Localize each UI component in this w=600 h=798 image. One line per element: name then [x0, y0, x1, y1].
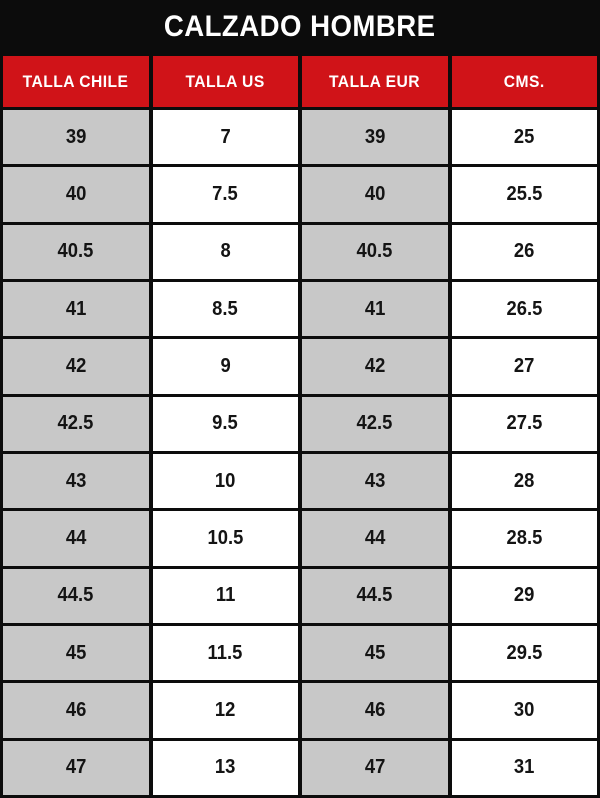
table-cell: 46 — [302, 683, 448, 738]
table-cell: 26 — [451, 224, 597, 279]
table-cell: 43 — [302, 453, 448, 509]
table-cell: 28.5 — [451, 511, 597, 566]
table-cell: 43 — [3, 453, 149, 509]
table-cell: 30 — [451, 683, 597, 738]
table-cell: 44 — [3, 511, 149, 566]
table-cell: 44.5 — [3, 568, 149, 623]
table-cell: 27 — [451, 339, 597, 394]
table-cell: 41 — [3, 281, 149, 337]
column-header-talla-us: TALLA US — [152, 56, 298, 107]
table-cell: 10.5 — [152, 511, 298, 566]
column-header-talla-eur: TALLA EUR — [302, 56, 448, 107]
title-bar: CALZADO HOMBRE — [0, 0, 600, 54]
table-cell: 44.5 — [302, 568, 448, 623]
table-cell: 25 — [451, 110, 597, 165]
table-cell: 13 — [152, 740, 298, 795]
table-cell: 12 — [152, 683, 298, 738]
table-cell: 11.5 — [152, 625, 298, 681]
table-cell: 40.5 — [3, 224, 149, 279]
table-cell: 42 — [3, 339, 149, 394]
table-cell: 42.5 — [3, 396, 149, 451]
table-cell: 40 — [3, 167, 149, 222]
table-cell: 29 — [451, 568, 597, 623]
table-cell: 29.5 — [451, 625, 597, 681]
table-cell: 39 — [3, 110, 149, 165]
table-cell: 27.5 — [451, 396, 597, 451]
table-cell: 47 — [3, 740, 149, 795]
table-cell: 41 — [302, 281, 448, 337]
table-cell: 11 — [152, 568, 298, 623]
table-cell: 46 — [3, 683, 149, 738]
table-cell: 45 — [3, 625, 149, 681]
table-cell: 39 — [302, 110, 448, 165]
table-cell: 8.5 — [152, 281, 298, 337]
table-cell: 40.5 — [302, 224, 448, 279]
table-cell: 42.5 — [302, 396, 448, 451]
table-cell: 7.5 — [152, 167, 298, 222]
column-header-talla-chile: TALLA CHILE — [3, 56, 149, 107]
table-cell: 40 — [302, 167, 448, 222]
page-title: CALZADO HOMBRE — [164, 10, 436, 43]
table-cell: 9.5 — [152, 396, 298, 451]
table-cell: 9 — [152, 339, 298, 394]
table-cell: 7 — [152, 110, 298, 165]
table-cell: 45 — [302, 625, 448, 681]
table-cell: 31 — [451, 740, 597, 795]
table-cell: 47 — [302, 740, 448, 795]
size-table: TALLA CHILE TALLA US TALLA EUR CMS. 39 7 3… — [3, 56, 597, 795]
table-cell: 25.5 — [451, 167, 597, 222]
column-header-cms: CMS. — [451, 56, 597, 107]
table-cell: 10 — [152, 453, 298, 509]
table-cell: 8 — [152, 224, 298, 279]
table-cell: 44 — [302, 511, 448, 566]
table-cell: 42 — [302, 339, 448, 394]
table-cell: 26.5 — [451, 281, 597, 337]
table-cell: 28 — [451, 453, 597, 509]
